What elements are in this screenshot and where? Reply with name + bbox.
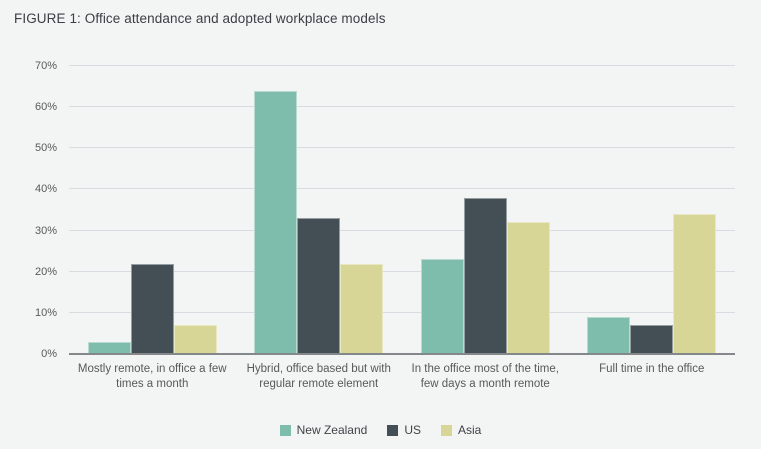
bar-us-3 (630, 325, 674, 354)
plot-area (69, 65, 735, 355)
category-label-2: In the office most of the time, few days … (411, 363, 559, 391)
legend-swatch-us (387, 424, 399, 436)
bar-group-2 (402, 66, 569, 354)
legend-swatch-asia (441, 424, 453, 436)
gridline (69, 188, 735, 190)
y-tick-label: 50% (34, 142, 57, 155)
y-tick-label: 70% (34, 60, 57, 72)
y-tick-label: 60% (34, 101, 57, 114)
bar-group-0 (69, 66, 236, 354)
figure-title: FIGURE 1: Office attendance and adopted … (14, 11, 386, 26)
y-tick-label: 40% (34, 183, 57, 196)
legend-label: US (404, 423, 422, 437)
category-label-3: Full time in the office (599, 363, 705, 375)
legend-swatch-new-zealand (279, 424, 291, 436)
bar-new-zealand-2 (420, 259, 464, 354)
x-axis-category-labels: Mostly remote, in office a few times a mo… (69, 362, 735, 392)
category-label-1: Hybrid, office based but with regular rem… (246, 363, 391, 391)
legend-label: New Zealand (296, 423, 368, 437)
legend-item-new-zealand: New Zealand (279, 423, 368, 437)
bar-us-0 (130, 263, 174, 354)
bar-asia-3 (673, 214, 717, 354)
bar-us-1 (297, 218, 341, 354)
gridline (69, 106, 735, 108)
bar-groups (69, 66, 735, 354)
bar-group-3 (569, 66, 736, 354)
category-label-0: Mostly remote, in office a few times a mo… (77, 363, 227, 391)
y-axis-tick-labels: 0% 10% 20% 30% 40% 50% 60% 70% (0, 60, 57, 360)
bar-asia-2 (506, 222, 550, 354)
y-tick-label: 30% (34, 224, 57, 237)
gridline (69, 229, 735, 231)
gridline (69, 311, 735, 313)
legend-item-us: US (387, 423, 421, 437)
y-tick-label: 20% (34, 265, 57, 278)
gridline (69, 270, 735, 272)
bar-asia-1 (340, 263, 384, 354)
bar-asia-0 (173, 325, 217, 354)
bar-new-zealand-3 (587, 316, 631, 354)
bar-us-2 (463, 197, 507, 354)
y-tick-label: 10% (34, 306, 57, 319)
bar-new-zealand-1 (254, 90, 298, 354)
legend-label: Asia (458, 423, 482, 437)
gridline (69, 147, 735, 149)
legend-item-asia: Asia (441, 423, 481, 437)
legend: New Zealand US Asia (0, 423, 761, 437)
bar-new-zealand-0 (87, 341, 131, 354)
gridline (69, 65, 735, 66)
y-tick-label: 0% (41, 348, 57, 360)
x-axis-line (69, 353, 735, 355)
bar-group-1 (236, 66, 403, 354)
